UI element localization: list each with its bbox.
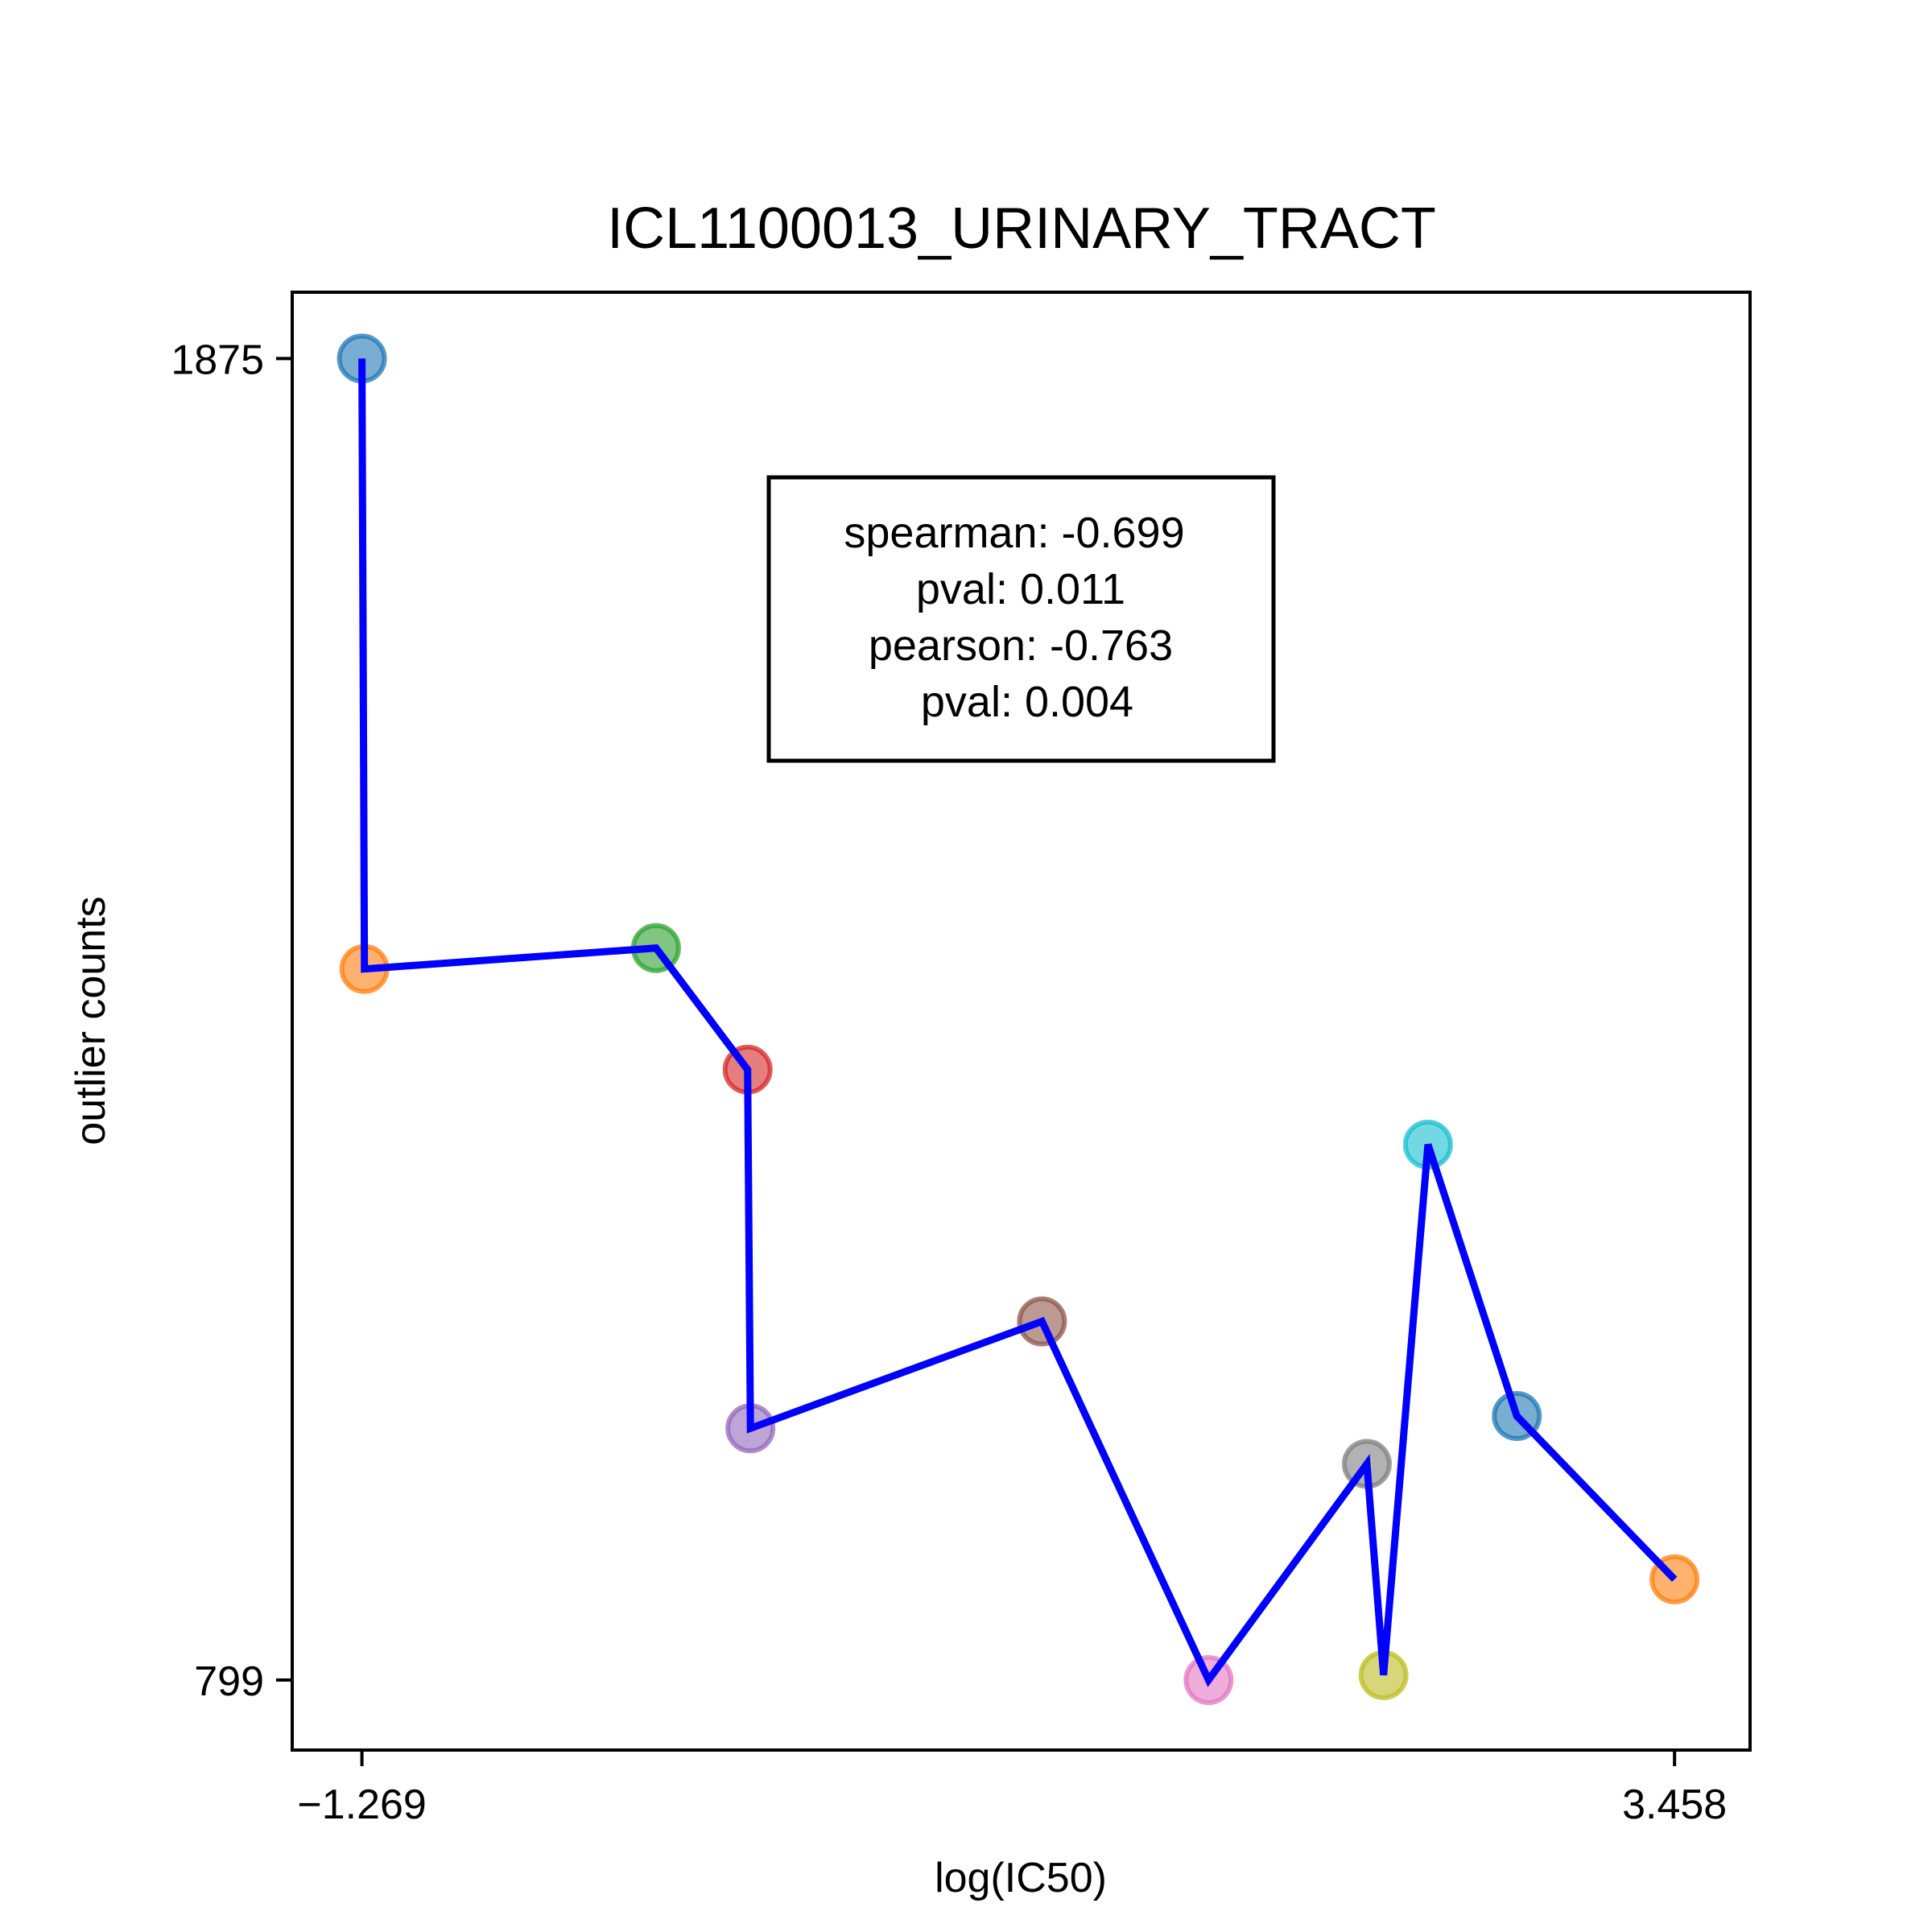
- stats-box: spearman: -0.699 pval: 0.011 pearson: -0…: [766, 475, 1276, 763]
- stats-box-frame: [766, 475, 1276, 763]
- ticks-layer: −1.269 3.458 799 1875: [171, 336, 1727, 1828]
- x-tick-label-1: −1.269: [297, 1781, 427, 1828]
- y-tick-label-2: 1875: [171, 336, 264, 383]
- stats-spearman-pval: pval: 0.011: [916, 565, 1125, 613]
- x-axis-label: log(IC50): [935, 1855, 1107, 1901]
- series-layer: [336, 333, 1700, 1706]
- stats-pearson-pval: pval: 0.004: [921, 678, 1133, 726]
- plot-area-frame: [291, 291, 1752, 1752]
- chart-title: ICL1100013_URINARY_TRACT: [607, 196, 1436, 261]
- stats-pearson: pearson: -0.763: [869, 621, 1173, 670]
- y-tick-label-1: 799: [194, 1658, 264, 1705]
- stats-spearman: spearman: -0.699: [844, 509, 1184, 557]
- series-line: [358, 358, 1678, 1687]
- y-axis-label: outlier counts: [68, 896, 114, 1145]
- x-tick-label-2: 3.458: [1622, 1781, 1727, 1828]
